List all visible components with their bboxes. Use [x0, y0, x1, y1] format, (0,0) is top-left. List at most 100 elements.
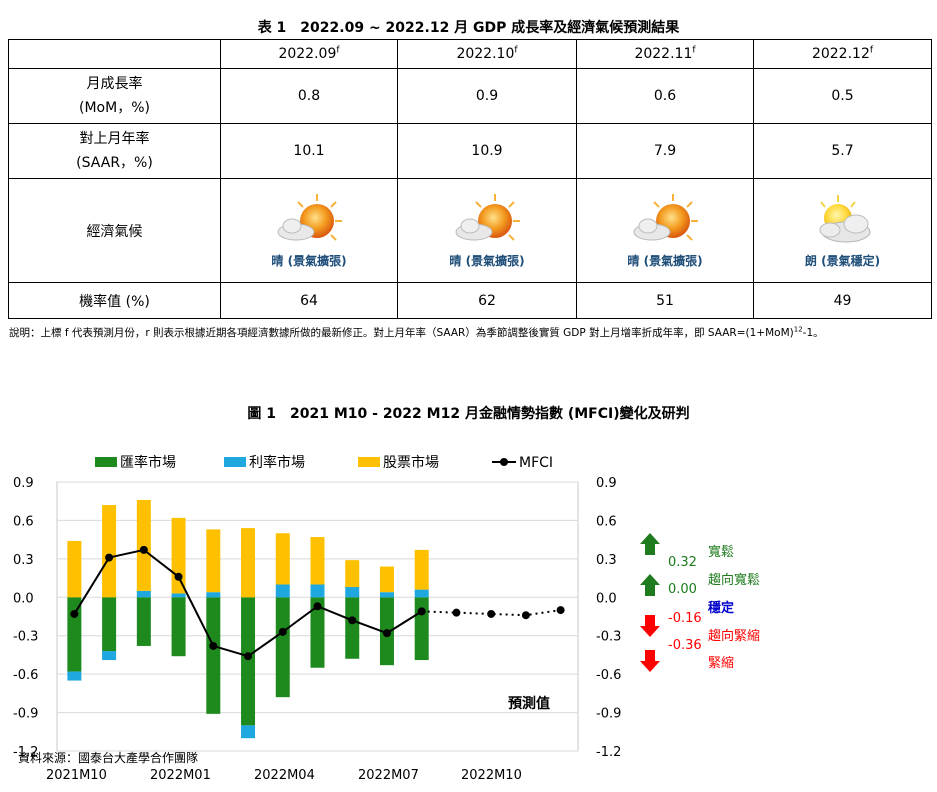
table-cell: 0.6: [576, 68, 754, 124]
header-cell: 2022.11f: [576, 39, 754, 69]
mfci-chart: 0.9 0.9 0.6 0.6 0.3 0.3 0.0 0.0 -0.3 -0.3 -0.6 -0.6…: [13, 454, 760, 783]
bar-segment: [345, 560, 360, 588]
mfci-point: [313, 602, 322, 611]
bar-segment: [136, 590, 151, 598]
table-cell: 5.7: [753, 123, 932, 179]
sun-cloud-icon: [277, 194, 342, 241]
table-cell: 51: [576, 282, 754, 319]
table-cell: 49: [753, 282, 932, 319]
table-cell: 62: [397, 282, 577, 319]
climate-label: 朗 (景氣穩定): [804, 254, 881, 268]
bar-segment: [241, 528, 256, 598]
bar-segment: [67, 540, 82, 598]
mfci-point: [139, 545, 148, 554]
threshold-value: 0.32: [668, 555, 697, 570]
legend-label: 股票市場: [383, 454, 439, 471]
interpretation-label: 寬鬆: [708, 544, 734, 560]
y-tick-label-right: 0.0: [596, 591, 617, 606]
interpretation-label: 趨向緊縮: [708, 628, 760, 644]
bar-segment: [206, 529, 221, 593]
mfci-point: [348, 616, 357, 625]
legend-marker: [500, 458, 508, 466]
header-cell: 2022.10f: [397, 39, 577, 69]
y-tick-label-right: 0.9: [596, 476, 617, 491]
arrow-down-icon: [640, 615, 660, 637]
legend-label: MFCI: [519, 455, 553, 471]
bar-segment: [241, 725, 256, 739]
bar-segment: [136, 499, 151, 591]
bar-segment: [171, 517, 186, 594]
climate-label: 晴 (景氣擴張): [449, 254, 525, 268]
bar-segment: [379, 566, 394, 593]
table-cell: 0.5: [753, 68, 932, 124]
y-tick-label-right: -0.3: [596, 630, 621, 645]
x-tick-label: 2022M01: [150, 768, 211, 783]
threshold-value: -0.16: [668, 611, 702, 626]
mfci-point: [244, 652, 253, 661]
bar-segment: [206, 597, 221, 714]
forecast-table: 2022.09f 2022.10f 2022.11f 2022.12f 月成長率…: [8, 39, 932, 319]
header-cell: 2022.12f: [753, 39, 932, 69]
row-label-climate: 經濟氣候: [8, 178, 221, 283]
table-row-probability: 機率值 (%) 64 62 51 49: [8, 282, 932, 319]
climate-cell: 朗 (景氣穩定): [753, 178, 932, 283]
table-cell: 64: [220, 282, 398, 319]
legend-label: 匯率市場: [120, 454, 176, 471]
mfci-point: [70, 609, 79, 618]
row-label-probability: 機率值 (%): [8, 282, 221, 319]
header-cell: 2022.09f: [220, 39, 398, 69]
bar-segment: [275, 584, 290, 598]
climate-cell: 晴 (景氣擴張): [397, 178, 577, 283]
legend-swatch: [358, 457, 380, 467]
bar-segment: [102, 597, 117, 652]
arrow-up-icon: [640, 533, 660, 555]
bar-segment: [310, 597, 325, 668]
y-tick-label-right: 0.3: [596, 553, 617, 568]
bar-segment: [310, 584, 325, 598]
bar-segment: [206, 592, 221, 598]
mfci-point: [174, 572, 183, 581]
bar-segment: [171, 593, 186, 598]
table-cell: 10.9: [397, 123, 577, 179]
y-tick-label-left: -1.2: [13, 745, 38, 760]
mfci-point: [278, 627, 287, 636]
bar-segment: [275, 533, 290, 585]
table-header-row: 2022.09f 2022.10f 2022.11f 2022.12f: [8, 39, 932, 69]
sun-cloud-icon: [455, 194, 520, 241]
interpretation-label: 趨向寬鬆: [708, 572, 760, 588]
y-tick-label-left: -0.9: [13, 707, 38, 722]
bar-segment: [102, 651, 117, 661]
table-cell: 0.8: [220, 68, 398, 124]
threshold-value: 0.00: [668, 582, 697, 597]
bar-segment: [345, 587, 360, 598]
bar-segment: [414, 597, 429, 661]
bar-segment: [310, 537, 325, 585]
y-tick-label-left: 0.3: [13, 553, 34, 568]
bar-segment: [241, 597, 256, 726]
climate-cell: 晴 (景氣擴張): [220, 178, 398, 283]
table-cell: 0.9: [397, 68, 577, 124]
legend-swatch: [95, 457, 117, 467]
table-cell: 10.1: [220, 123, 398, 179]
bar-segment: [414, 589, 429, 598]
arrow-down-icon: [640, 650, 660, 672]
y-tick-label-right: -0.6: [596, 668, 621, 683]
cloud-sun-icon: [819, 195, 870, 243]
forecast-annotation: 預測值: [508, 695, 550, 712]
mfci-point: [521, 611, 530, 620]
bar-segment: [67, 671, 82, 681]
y-tick-label-left: -0.6: [13, 668, 38, 683]
x-tick-label: 2021M10: [46, 768, 107, 783]
y-tick-label-right: 0.6: [596, 514, 617, 529]
mfci-point: [209, 641, 218, 650]
table-note: 說明：上標 f 代表預測月份，r 則表示根據近期各項經濟數據所做的最新修正。對上…: [9, 325, 824, 339]
header-blank-cell: [8, 39, 221, 69]
bar-segment: [171, 597, 186, 657]
table-row-mom: 月成長率 (MoM，%) 0.8 0.9 0.6 0.5: [8, 68, 932, 124]
row-label-saar: 對上月年率 (SAAR，%): [8, 123, 221, 179]
mfci-point: [382, 629, 391, 638]
bar-segment: [136, 597, 151, 646]
interpretation-label: 緊縮: [708, 655, 734, 671]
climate-cell: 晴 (景氣擴張): [576, 178, 754, 283]
x-tick-label: 2022M10: [461, 768, 522, 783]
